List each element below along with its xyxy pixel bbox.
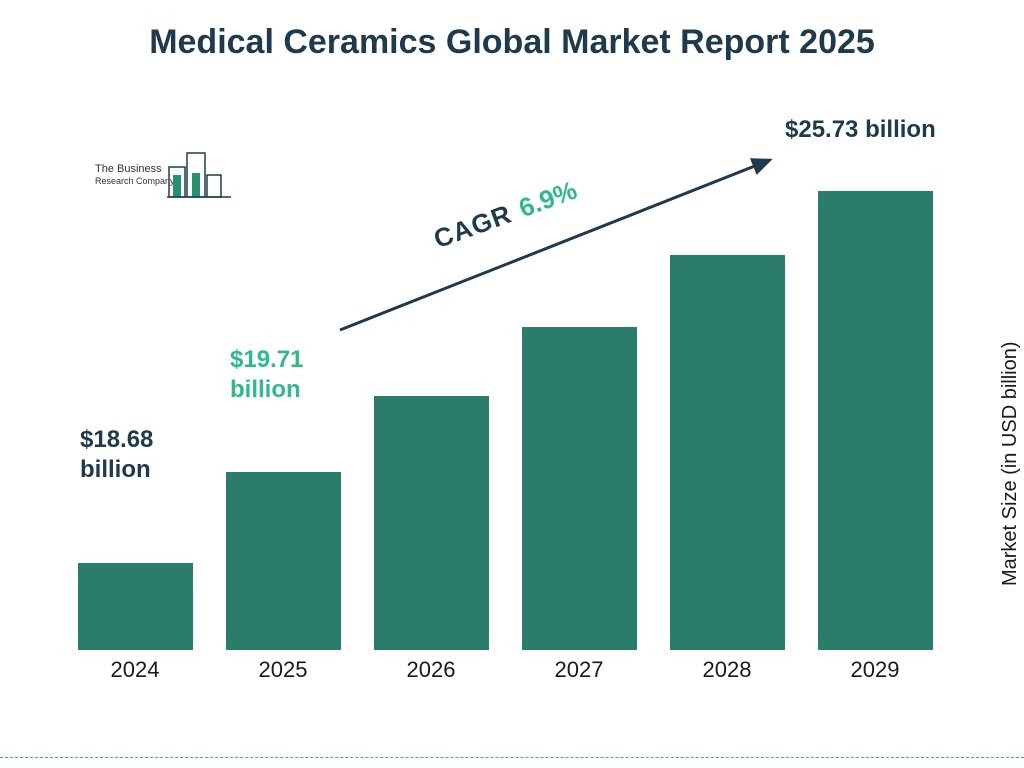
bar [226,472,341,650]
bar [374,396,489,650]
bar-wrap: 2025 [223,472,343,650]
bar-wrap: 2024 [75,563,195,650]
value-label: $18.68billion [80,425,153,485]
x-axis-label: 2029 [815,657,935,683]
bar [818,191,933,650]
bar-wrap: 2029 [815,191,935,650]
value-label: $19.71billion [230,345,303,405]
x-axis-label: 2025 [223,657,343,683]
chart-title: Medical Ceramics Global Market Report 20… [0,20,1024,64]
x-axis-label: 2028 [667,657,787,683]
bar-wrap: 2026 [371,396,491,650]
bar [78,563,193,650]
bar-wrap: 2027 [519,327,639,650]
bottom-dashed-line [0,757,1024,758]
value-label: $25.73 billion [785,115,936,145]
bar [522,327,637,650]
x-axis-label: 2027 [519,657,639,683]
x-axis-label: 2026 [371,657,491,683]
y-axis-title: Market Size (in USD billion) [1000,342,1023,587]
x-axis-label: 2024 [75,657,195,683]
